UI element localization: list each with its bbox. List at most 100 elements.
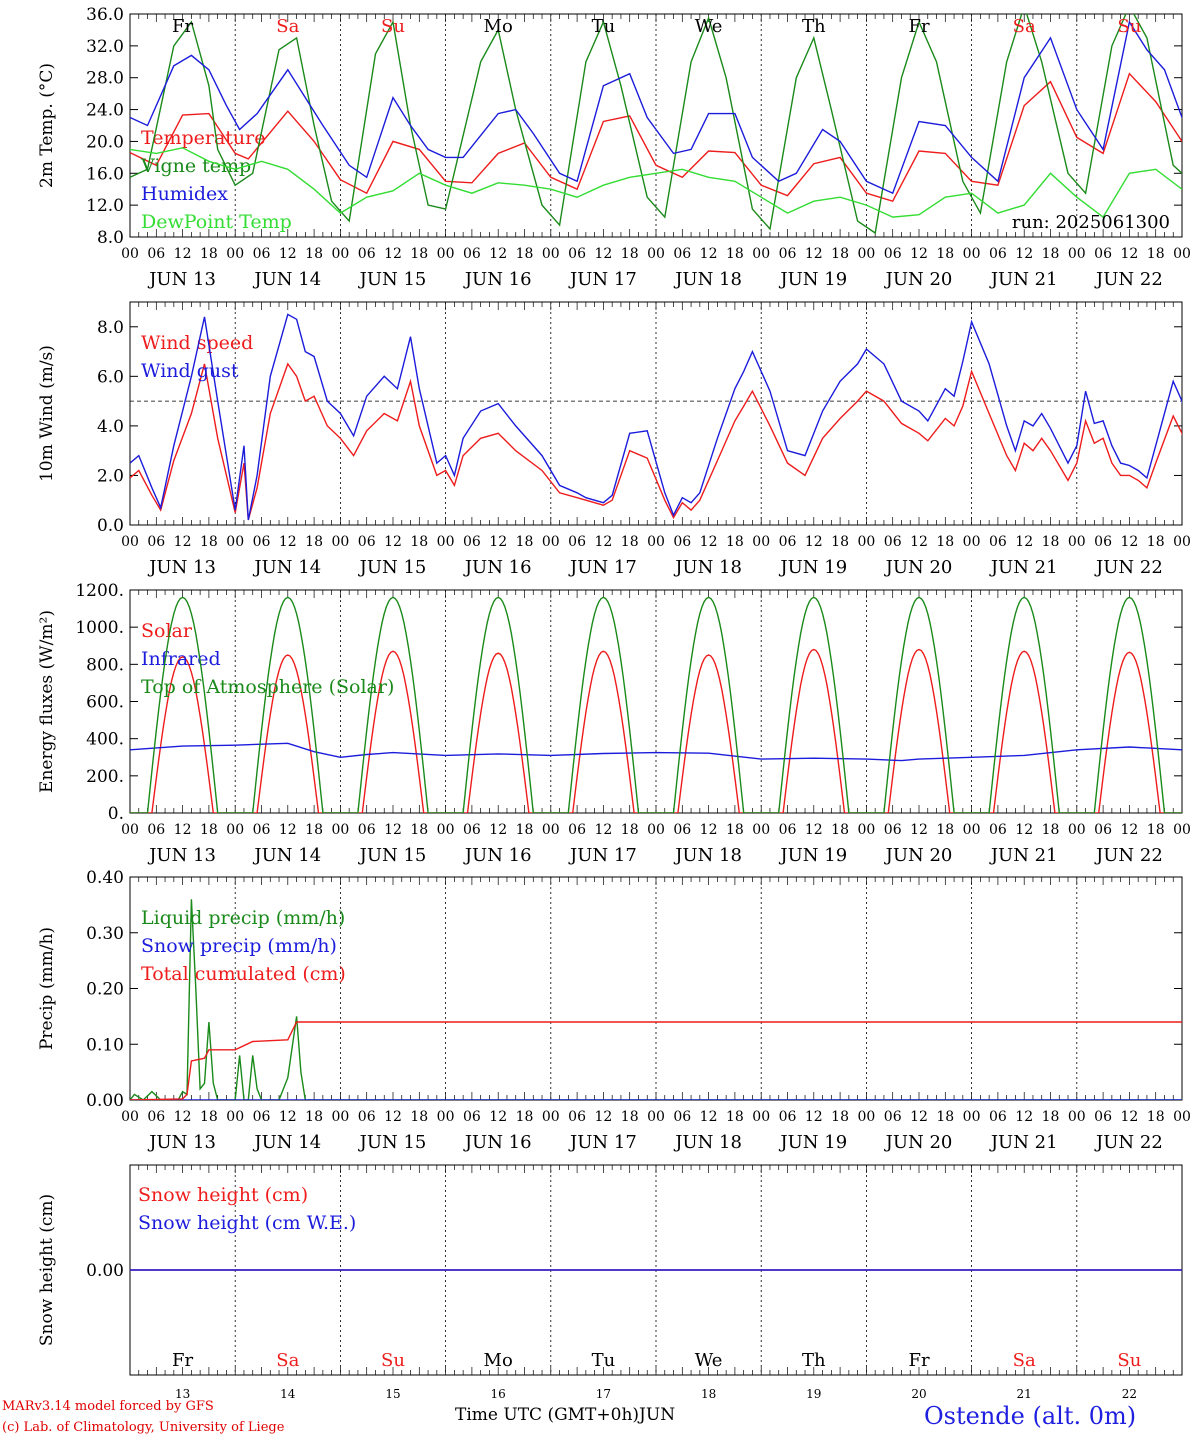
x-hour-label: 06 xyxy=(989,246,1007,262)
x-hour-label: 00 xyxy=(647,534,665,550)
x-date-label: JUN 22 xyxy=(1094,1132,1163,1153)
x-hour-label: 06 xyxy=(989,534,1007,550)
x-hour-label: 00 xyxy=(1068,246,1086,262)
weekday-label: Th xyxy=(802,16,826,37)
x-hour-label: 06 xyxy=(1094,534,1112,550)
x-hour-label: 06 xyxy=(989,1109,1007,1125)
legend-entry: Humidex xyxy=(141,183,228,205)
x-hour-label: 12 xyxy=(700,822,718,838)
x-date-label: JUN 14 xyxy=(252,1132,321,1153)
x-hour-label: 00 xyxy=(752,534,770,550)
x-hour-label: 06 xyxy=(779,822,797,838)
legend-entry: Temperature xyxy=(141,127,265,149)
x-date-label: JUN 18 xyxy=(673,1132,742,1153)
x-hour-label: 18 xyxy=(1147,246,1165,262)
x-hour-label: 00 xyxy=(1173,1109,1191,1125)
x-hour-label: 12 xyxy=(700,246,718,262)
x-hour-label: 18 xyxy=(1042,822,1060,838)
x-date-label: JUN 16 xyxy=(463,557,532,578)
weekday-label: Fr xyxy=(908,1350,929,1371)
x-hour-label: 18 xyxy=(621,1109,639,1125)
x-date-label: JUN 16 xyxy=(463,1132,532,1153)
x-hour-label: 00 xyxy=(1173,822,1191,838)
x-hour-label: 06 xyxy=(1094,246,1112,262)
x-hour-label: 00 xyxy=(226,534,244,550)
x-hour-label: 18 xyxy=(410,246,428,262)
legend-entry: Top of Atmosphere (Solar) xyxy=(141,676,394,698)
x-hour-label: 00 xyxy=(121,1109,139,1125)
y-tick-label: 800. xyxy=(86,655,124,675)
x-hour-label: 06 xyxy=(358,1109,376,1125)
x-hour-label: 06 xyxy=(568,1109,586,1125)
x-hour-label: 18 xyxy=(1147,1109,1165,1125)
x-hour-label: 06 xyxy=(673,534,691,550)
x-hour-label: 06 xyxy=(253,246,271,262)
x-hour-label: 00 xyxy=(542,534,560,550)
y-axis-title: Snow height (cm) xyxy=(37,1194,57,1346)
x-hour-label: 06 xyxy=(147,534,165,550)
x-hour-label: 12 xyxy=(384,246,402,262)
legend-entry: DewPoint Temp xyxy=(141,211,292,233)
weekday-label: We xyxy=(695,1350,723,1371)
month-label: JUN xyxy=(639,1405,676,1425)
x-hour-label: 12 xyxy=(489,534,507,550)
x-hour-label: 18 xyxy=(831,1109,849,1125)
x-hour-label: 18 xyxy=(200,534,218,550)
x-hour-label: 12 xyxy=(700,534,718,550)
x-hour-label: 12 xyxy=(1015,822,1033,838)
y-tick-label: 200. xyxy=(86,767,124,787)
weekday-label: Mo xyxy=(484,1350,513,1371)
x-date-label: JUN 17 xyxy=(568,269,637,290)
x-hour-label: 18 xyxy=(621,246,639,262)
series-line-vigne-temp xyxy=(130,14,1182,235)
x-hour-label: 18 xyxy=(200,246,218,262)
x-hour-label: 00 xyxy=(542,1109,560,1125)
y-tick-label: 0.20 xyxy=(86,980,124,1000)
x-hour-label: 06 xyxy=(989,822,1007,838)
x-axis-title: Time UTC (GMT+0h)JUN xyxy=(455,1405,675,1425)
x-hour-label: 06 xyxy=(358,246,376,262)
x-hour-label: 18 xyxy=(516,246,534,262)
x-date-label: JUN 18 xyxy=(673,557,742,578)
x-date-label: JUN 18 xyxy=(673,269,742,290)
x-hour-label: 18 xyxy=(516,1109,534,1125)
y-tick-label: 20.0 xyxy=(86,132,124,152)
x-hour-label: 00 xyxy=(857,534,875,550)
y-tick-label: 0.0 xyxy=(97,516,124,536)
x-date-label: JUN 17 xyxy=(568,557,637,578)
x-hour-label: 00 xyxy=(226,246,244,262)
x-hour-label: 00 xyxy=(1068,534,1086,550)
y-tick-label: 0.40 xyxy=(86,868,124,888)
y-tick-label: 28.0 xyxy=(86,69,124,89)
x-hour-label: 12 xyxy=(805,822,823,838)
series-line-wind-speed xyxy=(130,362,1182,521)
weekday-label: Su xyxy=(1117,16,1141,37)
x-date-label: JUN 18 xyxy=(673,845,742,866)
x-hour-label: 06 xyxy=(779,246,797,262)
x-hour-label: 18 xyxy=(726,822,744,838)
weekday-label: Sa xyxy=(276,16,299,37)
x-hour-label: 12 xyxy=(174,822,192,838)
x-hour-label: 00 xyxy=(647,822,665,838)
y-tick-label: 600. xyxy=(86,693,124,713)
x-hour-label: 00 xyxy=(226,822,244,838)
x-date-label: JUN 19 xyxy=(778,557,847,578)
x-date-label: JUN 16 xyxy=(463,269,532,290)
x-date-label: JUN 15 xyxy=(358,1132,427,1153)
x-hour-label: 06 xyxy=(568,246,586,262)
legend-entry: Snow height (cm) xyxy=(138,1184,308,1206)
x-hour-label: 12 xyxy=(1015,1109,1033,1125)
x-hour-label: 00 xyxy=(752,822,770,838)
y-tick-label: 0.00 xyxy=(86,1091,124,1111)
weekday-label: Tu xyxy=(592,1350,616,1371)
series-line-dewpoint-temp xyxy=(130,147,1182,219)
x-hour-label: 00 xyxy=(647,246,665,262)
x-hour-label: 00 xyxy=(963,822,981,838)
x-hour-label: 12 xyxy=(174,534,192,550)
weekday-label: Fr xyxy=(908,16,929,37)
x-hour-label: 06 xyxy=(147,246,165,262)
weekday-label: Sa xyxy=(1013,16,1036,37)
weekday-label: We xyxy=(695,16,723,37)
x-hour-label: 12 xyxy=(594,246,612,262)
